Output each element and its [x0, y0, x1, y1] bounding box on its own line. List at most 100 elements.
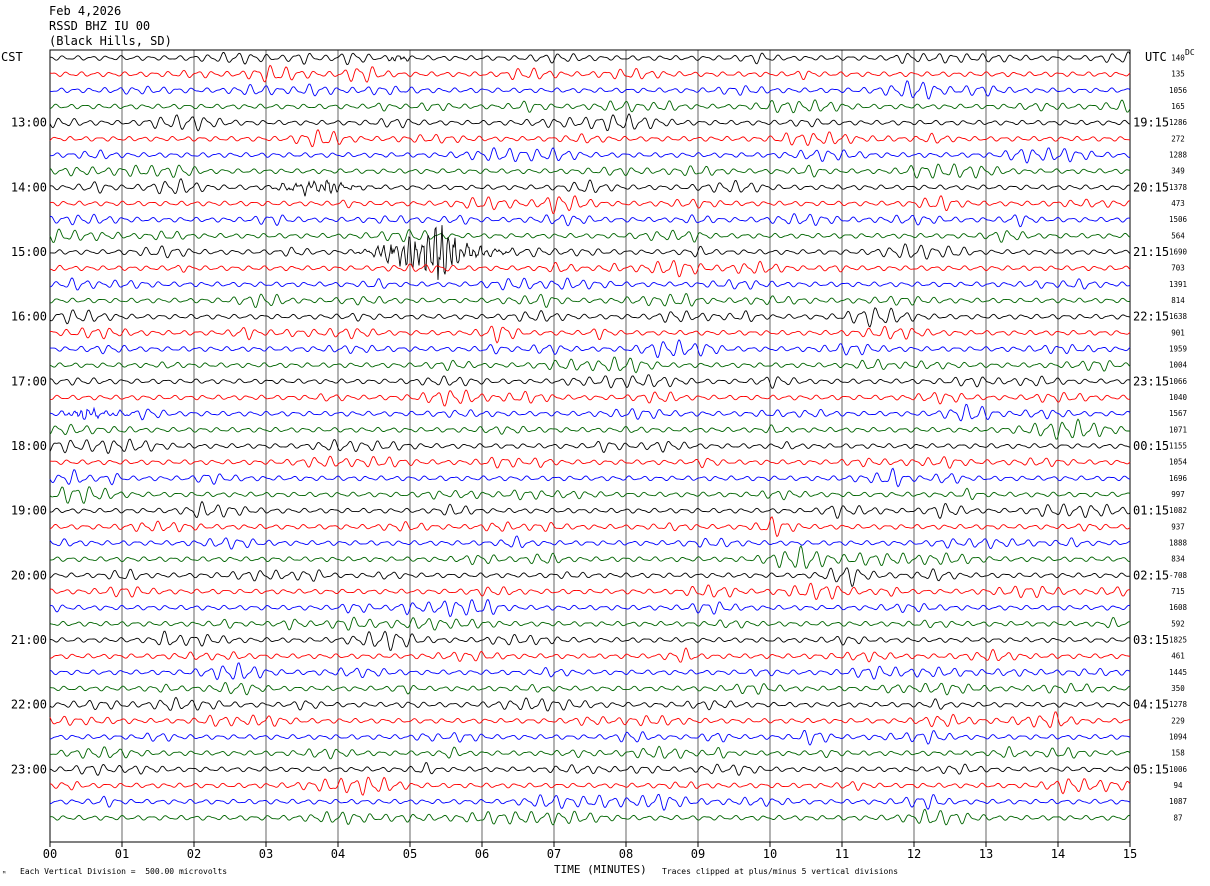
- x-tick-label: 03: [259, 847, 273, 861]
- dc-value-label: 94: [1173, 781, 1183, 790]
- x-axis-title: TIME (MINUTES): [554, 863, 647, 876]
- dc-value-label: 834: [1171, 555, 1185, 564]
- trace-line-43: [49, 745, 1131, 760]
- trace-line-29: [49, 516, 1131, 538]
- trace-line-38: [49, 662, 1131, 681]
- trace-line-33: [49, 582, 1131, 601]
- dc-column-label: DC: [1185, 48, 1195, 57]
- dc-value-label: 1825: [1169, 636, 1187, 645]
- dc-value-label: 703: [1171, 264, 1185, 273]
- left-hour-label: 13:00: [11, 116, 47, 130]
- dc-value-label: 564: [1171, 231, 1185, 240]
- left-hour-label: 22:00: [11, 698, 47, 712]
- dc-value-label: 1056: [1169, 86, 1188, 95]
- trace-line-9: [49, 195, 1130, 215]
- trace-line-36: [49, 630, 1131, 651]
- dc-value-label: 937: [1171, 522, 1185, 531]
- x-tick-label: 11: [835, 847, 849, 861]
- x-tick-label: 01: [115, 847, 129, 861]
- trace-line-44: [49, 761, 1131, 777]
- left-hour-label: 20:00: [11, 568, 47, 582]
- trace-line-22: [49, 403, 1131, 422]
- trace-line-14: [50, 277, 1131, 291]
- dc-value-label: 165: [1171, 102, 1185, 111]
- trace-line-5: [49, 128, 1131, 148]
- x-tick-label: 10: [763, 847, 777, 861]
- trace-line-15: [49, 292, 1131, 308]
- plot-frame: [49, 49, 1131, 843]
- trace-line-26: [49, 467, 1131, 488]
- trace-line-3: [49, 99, 1131, 114]
- trace-line-6: [49, 146, 1131, 164]
- dc-value-label: 1278: [1169, 700, 1188, 709]
- x-tick-label: 08: [619, 847, 633, 861]
- dc-value-label: 997: [1171, 490, 1185, 499]
- dc-value-label: 1155: [1169, 442, 1187, 451]
- trace-line-17: [50, 325, 1131, 344]
- dc-value-label: 1690: [1169, 248, 1188, 257]
- dc-value-label: 1506: [1169, 215, 1188, 224]
- dc-value-label: 1054: [1169, 458, 1188, 467]
- left-timezone-label: CST: [1, 50, 23, 64]
- record-date: Feb 4,2026: [49, 4, 122, 18]
- trace-line-34: [49, 598, 1131, 618]
- trace-line-10: [49, 213, 1131, 228]
- x-tick-label: 09: [691, 847, 705, 861]
- right-hour-label: 20:15: [1133, 180, 1169, 194]
- left-hour-label: 15:00: [11, 245, 47, 259]
- dc-value-label: 1638: [1169, 312, 1188, 321]
- station-code: RSSD BHZ IU 00: [49, 19, 151, 33]
- dc-value-label: 1608: [1169, 603, 1188, 612]
- right-hour-label: 05:15: [1133, 762, 1169, 776]
- trace-line-42: [49, 730, 1131, 746]
- x-tick-label: 04: [331, 847, 345, 861]
- trace-line-41: [49, 711, 1131, 729]
- dc-value-label: 349: [1171, 167, 1185, 176]
- x-tick-label: 06: [475, 847, 489, 861]
- dc-value-label: 1888: [1169, 539, 1188, 548]
- x-tick-label: 02: [187, 847, 201, 861]
- dc-value-label: 1071: [1169, 425, 1187, 434]
- dc-value-label: 350: [1171, 684, 1185, 693]
- trace-line-13: [49, 259, 1131, 278]
- trace-line-7: [49, 163, 1131, 179]
- dc-value-label: 158: [1171, 749, 1185, 758]
- trace-line-39: [49, 681, 1131, 696]
- left-hour-label: 19:00: [11, 504, 47, 518]
- x-tick-label: 13: [979, 847, 993, 861]
- clip-note: Traces clipped at plus/minus 5 vertical …: [662, 867, 899, 876]
- trace-line-12: [50, 225, 1131, 280]
- dc-value-label: 814: [1171, 296, 1185, 305]
- dc-value-label: 715: [1171, 587, 1185, 596]
- trace-line-4: [49, 113, 1131, 132]
- right-hour-label: 00:15: [1133, 439, 1169, 453]
- dc-value-label: 1567: [1169, 409, 1187, 418]
- trace-line-23: [49, 418, 1131, 440]
- trace-line-46: [49, 793, 1131, 812]
- dc-value-label: 1006: [1169, 765, 1188, 774]
- dc-value-label: -708: [1169, 571, 1188, 580]
- right-hour-label: 23:15: [1133, 374, 1169, 388]
- vertical-division-note: Each Vertical Division = 500.00 microvol…: [20, 867, 228, 876]
- right-hour-label: 01:15: [1133, 504, 1169, 518]
- dc-value-label: 1288: [1169, 151, 1188, 160]
- trace-line-0: [50, 51, 1131, 66]
- corner-mark: ᴹ: [2, 870, 7, 878]
- dc-value-label: 1094: [1169, 733, 1188, 742]
- x-tick-label: 14: [1051, 847, 1065, 861]
- trace-line-47: [49, 808, 1131, 826]
- trace-line-24: [49, 438, 1131, 455]
- dc-value-label: 140: [1171, 54, 1185, 63]
- trace-line-28: [49, 500, 1131, 520]
- dc-value-label: 901: [1171, 328, 1185, 337]
- trace-line-21: [49, 389, 1131, 407]
- trace-line-32: [49, 567, 1130, 588]
- right-timezone-label: UTC: [1145, 50, 1167, 64]
- left-hour-label: 21:00: [11, 633, 47, 647]
- dc-value-label: 592: [1171, 619, 1185, 628]
- trace-line-35: [49, 616, 1131, 631]
- trace-line-19: [49, 356, 1131, 374]
- trace-line-37: [50, 647, 1131, 663]
- dc-value-label: 1445: [1169, 668, 1187, 677]
- right-hour-label: 21:15: [1133, 245, 1169, 259]
